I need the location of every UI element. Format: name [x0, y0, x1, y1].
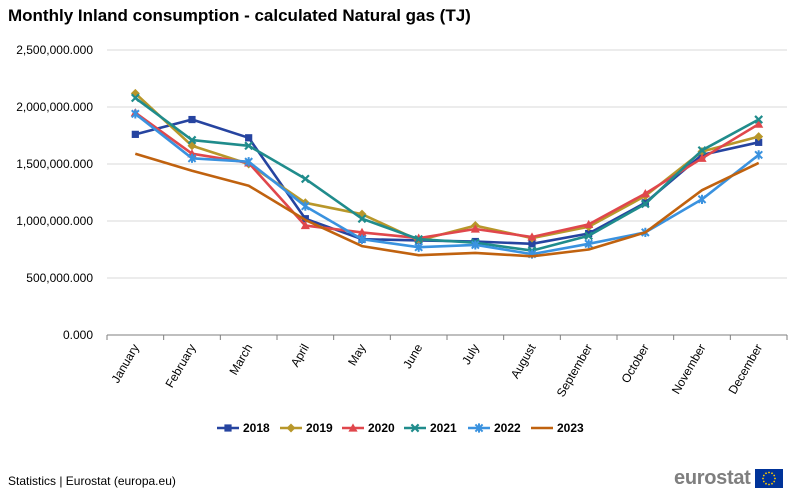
legend-item-2020: 2020	[342, 421, 395, 435]
x-tick-label: December	[725, 342, 765, 397]
flag-star	[770, 472, 773, 475]
data-point	[224, 424, 232, 432]
legend-item-2021: 2021	[404, 421, 457, 435]
source-footer: Statistics | Eurostat (europa.eu)	[8, 474, 176, 488]
data-point	[300, 174, 310, 184]
x-tick-label: March	[226, 342, 255, 378]
data-point	[410, 423, 420, 433]
flag-star	[761, 477, 764, 480]
chart-title: Monthly Inland consumption - calculated …	[8, 6, 471, 25]
series-line	[134, 96, 760, 252]
series-line	[134, 152, 760, 258]
legend-label: 2022	[494, 421, 521, 435]
data-point	[357, 214, 367, 224]
legend-label: 2021	[430, 421, 457, 435]
data-point	[244, 157, 253, 167]
flag-star	[762, 480, 765, 483]
x-tick-label: June	[400, 341, 425, 371]
data-point	[244, 141, 254, 151]
data-point	[755, 138, 763, 146]
flag-star	[772, 474, 775, 477]
flag-star	[764, 482, 767, 485]
axes: 0.000 500,000.000 1,000,000.000 1,500,000.0…	[16, 43, 788, 400]
y-tick-label: 0.000	[63, 328, 93, 342]
data-point	[131, 130, 139, 138]
gridlines	[107, 49, 787, 279]
flag-star	[767, 471, 770, 474]
data-point	[470, 224, 480, 233]
y-tick-label: 1,000,000.000	[16, 214, 93, 228]
flag-star	[762, 474, 765, 477]
flag-star	[764, 472, 767, 475]
data-point	[584, 231, 594, 241]
line-chart: 0.000 500,000.000 1,000,000.000 1,500,000.0…	[16, 43, 788, 435]
x-tick-label: February	[162, 342, 198, 391]
legend-label: 2023	[557, 421, 584, 435]
data-point	[348, 423, 358, 432]
data-point	[286, 423, 296, 433]
legend: 2018 2019 2020 2021 2022 2023	[217, 421, 584, 435]
data-point	[301, 201, 310, 211]
legend-item-2022: 2022	[468, 421, 521, 435]
x-tick-label: April	[288, 342, 312, 370]
x-tick-label: May	[345, 342, 368, 369]
data-point	[414, 242, 423, 252]
y-tick-label: 2,000,000.000	[16, 100, 93, 114]
x-tick-label: July	[459, 342, 482, 367]
data-point	[245, 134, 253, 142]
legend-label: 2019	[306, 421, 333, 435]
y-tick-label: 2,500,000.000	[16, 43, 93, 57]
data-point	[697, 145, 707, 155]
data-point	[754, 115, 764, 124]
data-point	[584, 239, 593, 249]
data-point	[130, 93, 140, 103]
x-tick-label: October	[618, 341, 651, 385]
data-point	[584, 219, 594, 229]
data-point	[527, 232, 537, 241]
x-tick-label: January	[108, 342, 141, 386]
series-2023	[134, 152, 760, 258]
legend-item-2023: 2023	[531, 421, 584, 435]
x-tick-label: August	[508, 341, 539, 381]
data-point	[754, 150, 763, 160]
data-point	[187, 153, 197, 163]
x-tick-label: September	[554, 342, 595, 400]
eu-flag-icon	[754, 469, 783, 488]
legend-label: 2018	[243, 421, 270, 435]
y-tick-label: 1,500,000.000	[16, 157, 93, 171]
y-tick-label: 500,000.000	[26, 271, 93, 285]
data-point	[300, 220, 310, 230]
series-2020	[130, 108, 764, 242]
logo-text: eurostat	[674, 467, 751, 489]
data-point	[131, 109, 140, 119]
data-point	[187, 135, 197, 145]
series-2021	[130, 93, 764, 256]
data-point	[754, 119, 764, 128]
data-point	[640, 189, 650, 198]
series-lines	[130, 88, 764, 259]
legend-item-2018: 2018	[217, 421, 270, 435]
flag-star	[773, 477, 776, 480]
data-point	[640, 199, 650, 209]
flag-star	[767, 483, 770, 486]
data-point	[471, 240, 480, 250]
data-point	[528, 240, 536, 248]
data-point	[188, 115, 196, 124]
data-point	[357, 234, 367, 244]
data-point	[357, 227, 367, 236]
data-point	[697, 153, 707, 162]
data-point	[585, 229, 593, 238]
x-tick-label: November	[669, 342, 709, 397]
legend-item-2019: 2019	[280, 421, 333, 435]
legend-label: 2020	[368, 421, 395, 435]
data-point	[474, 423, 484, 433]
flag-star	[770, 482, 773, 485]
data-point	[414, 234, 424, 244]
eurostat-logo[interactable]: eurostat	[674, 467, 783, 490]
data-point	[754, 132, 764, 142]
flag-star	[772, 480, 775, 483]
data-point	[697, 194, 707, 204]
